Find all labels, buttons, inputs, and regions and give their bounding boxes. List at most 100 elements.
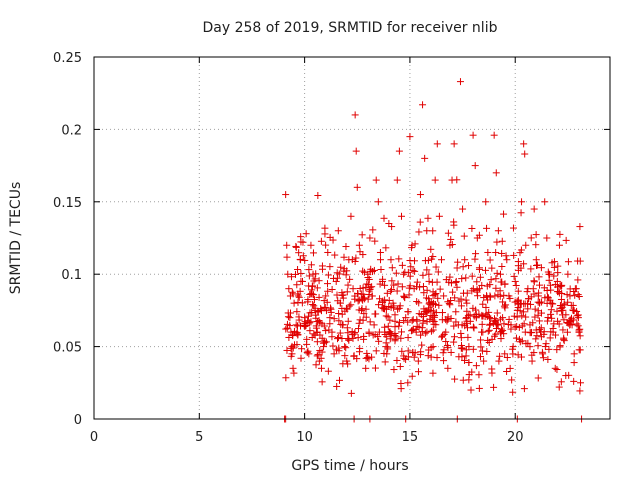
data-point [576, 325, 584, 333]
data-point [317, 354, 325, 362]
data-point [453, 264, 461, 272]
data-point [435, 212, 443, 220]
data-point [349, 334, 357, 342]
data-point [309, 249, 317, 257]
data-point [418, 341, 426, 349]
data-point [322, 338, 330, 346]
data-point [484, 248, 492, 256]
data-point [432, 263, 440, 271]
data-point [419, 101, 427, 109]
data-point [497, 335, 505, 343]
data-point [390, 366, 398, 374]
data-point [295, 316, 303, 324]
data-point [310, 296, 318, 304]
data-point [548, 314, 556, 322]
data-point [479, 300, 487, 308]
data-point [314, 191, 322, 199]
data-point [461, 256, 469, 264]
data-point [329, 342, 337, 350]
data-point [305, 282, 313, 290]
data-point [388, 277, 396, 285]
data-point [463, 314, 471, 322]
data-point [343, 288, 351, 296]
data-point [520, 260, 528, 268]
data-point [444, 229, 452, 237]
data-point [556, 230, 564, 238]
data-point [321, 304, 329, 312]
data-point [450, 140, 458, 148]
data-point [450, 338, 458, 346]
data-point [295, 293, 303, 301]
data-point [334, 227, 342, 235]
data-point [558, 281, 566, 289]
data-point [472, 250, 480, 258]
data-point [530, 277, 538, 285]
data-point [312, 311, 320, 319]
y-tick-label: 0.15 [53, 196, 82, 211]
data-point [440, 292, 448, 300]
data-point [467, 386, 475, 394]
data-point [538, 309, 546, 317]
data-point [555, 241, 563, 249]
data-point [458, 275, 466, 283]
data-point [328, 333, 336, 341]
data-point [476, 353, 484, 361]
data-point [315, 277, 323, 285]
data-point [427, 245, 435, 253]
data-point [344, 317, 352, 325]
data-point [529, 285, 537, 293]
data-point [531, 305, 539, 313]
data-point [472, 362, 480, 370]
data-point [360, 294, 368, 302]
data-point [509, 224, 517, 232]
data-point [556, 282, 564, 290]
data-point [518, 312, 526, 320]
data-point [416, 351, 424, 359]
data-point [315, 293, 323, 301]
data-point [492, 169, 500, 177]
data-point [482, 310, 490, 318]
data-point [355, 306, 363, 314]
data-point [491, 317, 499, 325]
data-point [478, 320, 486, 328]
y-tick-label: 0.25 [53, 51, 82, 66]
data-point [422, 309, 430, 317]
data-point [496, 270, 504, 278]
data-point [385, 296, 393, 304]
data-point [499, 327, 507, 335]
data-point [461, 356, 469, 364]
data-point [359, 251, 367, 259]
data-point [334, 334, 342, 342]
data-point [283, 241, 291, 249]
data-point [322, 292, 330, 300]
data-point [396, 319, 404, 327]
data-point [329, 236, 337, 244]
data-point [333, 346, 341, 354]
data-point [527, 293, 535, 301]
data-point [514, 258, 522, 266]
data-point [469, 131, 477, 139]
data-point [543, 299, 551, 307]
data-point [313, 338, 321, 346]
data-point [338, 310, 346, 318]
data-point [462, 274, 470, 282]
data-point [528, 357, 536, 365]
data-point [517, 246, 525, 254]
data-point [500, 210, 508, 218]
data-point [424, 256, 432, 264]
data-point [299, 252, 307, 260]
data-point [532, 231, 540, 239]
data-point [385, 328, 393, 336]
data-point [379, 275, 387, 283]
y-tick-label: 0.1 [61, 268, 82, 283]
data-point [400, 317, 408, 325]
data-point [563, 328, 571, 336]
y-tick-label: 0.2 [61, 123, 82, 138]
data-point [304, 296, 312, 304]
data-point [523, 288, 531, 296]
grid [94, 57, 610, 419]
data-point [530, 205, 538, 213]
data-point [520, 140, 528, 148]
data-point [347, 212, 355, 220]
data-point [547, 306, 555, 314]
